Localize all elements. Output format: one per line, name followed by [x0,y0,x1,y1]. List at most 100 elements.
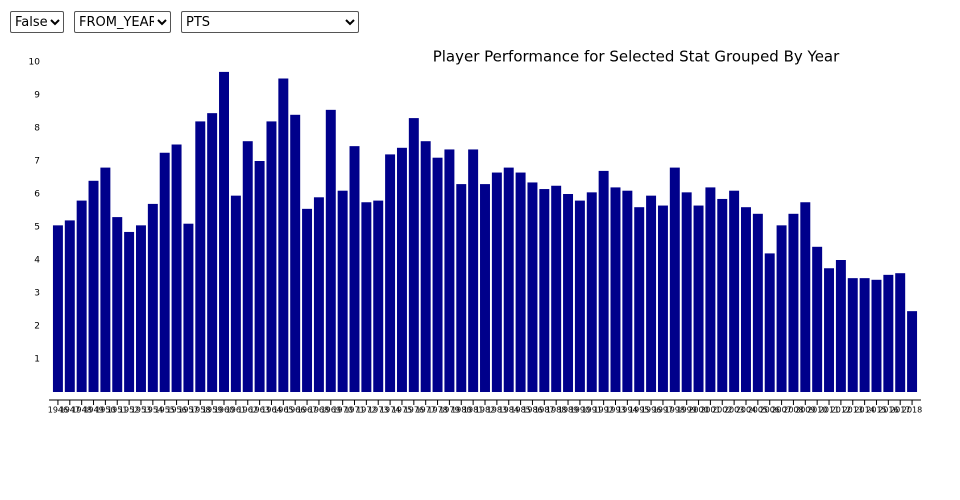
x-tick-label: 1981 [463,406,483,415]
bar [812,246,823,392]
bar [124,231,135,392]
bar [776,225,787,392]
dropdown[interactable]: FROM_YEAR [74,11,171,33]
bar [230,195,241,392]
bar [871,279,882,392]
x-tick-label: 1982 [475,406,495,415]
x-tick-label: 1974 [380,406,400,415]
bar [515,172,526,392]
bar [337,190,348,392]
x-tick-label: 1975 [392,406,412,415]
x-tick-label: 2007 [771,406,791,415]
y-tick-label: 1 [34,355,40,365]
bar [563,194,574,392]
bar [432,157,443,392]
x-tick-label: 1972 [356,406,376,415]
x-tick-label: 2000 [688,406,708,415]
bar [705,187,716,392]
bar [408,118,419,392]
bar [480,184,490,392]
x-tick-label: 1971 [344,406,364,415]
x-tick-label: 2006 [760,406,780,415]
x-tick-label: 1960 [214,406,234,415]
x-tick-label: 1964 [261,406,281,415]
bar [788,213,799,392]
bar [669,167,680,392]
x-tick-label: 2014 [854,406,874,415]
x-tick-label: 1947 [60,406,80,415]
bar [76,200,87,392]
bar [147,203,158,392]
bar [824,268,835,392]
bar [551,185,562,392]
bar [456,184,467,392]
x-tick-label: 1978 [427,406,447,415]
x-tick-label: 1963 [249,406,269,415]
bar [527,182,538,392]
x-tick-label: 1976 [404,406,424,415]
x-tick-label: 1997 [653,406,673,415]
x-tick-label: 1970 [332,406,352,415]
bar [254,161,265,392]
x-tick-label: 2016 [878,406,898,415]
x-tick-label: 1999 [676,406,696,415]
x-tick-label: 2009 [795,406,815,415]
bar [302,208,313,392]
dropdown[interactable]: False [10,11,64,33]
x-tick-label: 1954 [143,406,163,415]
bar [361,202,372,392]
bar [503,167,514,392]
x-tick-label: 1961 [226,406,246,415]
x-tick-label: 1962 [238,406,258,415]
x-tick-label: 1965 [273,406,293,415]
x-tick-label: 1994 [617,406,637,415]
bar [598,170,609,392]
x-tick-label: 1988 [546,406,566,415]
bar [64,220,75,392]
x-tick-label: 1980 [451,406,471,415]
x-tick-label: 2008 [783,406,803,415]
bar [764,253,775,392]
x-tick-label: 1952 [119,406,139,415]
x-tick-label: 1959 [202,406,222,415]
x-tick-label: 1951 [107,406,127,415]
y-tick-label: 4 [34,256,40,266]
x-tick-label: 1984 [499,406,519,415]
y-tick-label: 5 [34,223,40,233]
bar [242,141,253,392]
y-tick-label: 8 [34,124,40,134]
bar [883,274,894,392]
x-tick-label: 1992 [593,406,613,415]
x-tick-label: 2013 [843,406,863,415]
x-tick-label: 1946 [48,406,68,415]
bar [100,167,111,392]
y-tick-label: 10 [29,58,41,68]
bar [195,121,206,393]
bar [444,149,455,392]
bar [159,152,170,392]
bar [396,147,407,392]
y-tick-label: 7 [34,157,40,167]
y-tick-label: 9 [34,91,40,101]
x-tick-label: 1958 [190,406,210,415]
bar [207,113,218,393]
x-tick-label: 1967 [297,406,317,415]
bar [835,260,846,392]
bar [420,141,431,392]
x-tick-label: 1969 [321,406,341,415]
x-tick-label: 1990 [570,406,590,415]
bar [859,278,870,392]
bar [717,198,728,392]
x-tick-label: 2005 [748,406,768,415]
x-tick-label: 1985 [510,406,530,415]
x-tick-label: 1995 [629,406,649,415]
bar [278,78,289,392]
x-tick-label: 1973 [368,406,388,415]
dropdown[interactable]: PTS [181,11,359,33]
x-tick-label: 1977 [416,406,436,415]
x-tick-label: 2011 [819,406,839,415]
bar [907,311,918,392]
chart-title: Player Performance for Selected Stat Gro… [433,48,840,66]
